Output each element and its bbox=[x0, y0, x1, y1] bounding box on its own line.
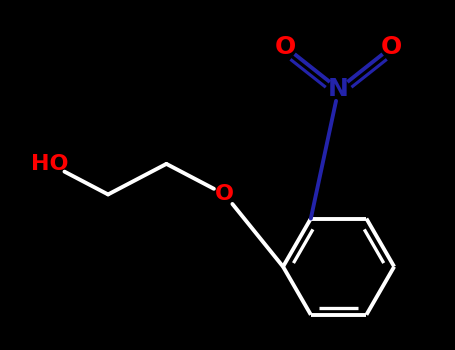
Text: HO: HO bbox=[31, 154, 68, 174]
Text: O: O bbox=[275, 35, 297, 59]
Text: O: O bbox=[215, 184, 234, 204]
Text: O: O bbox=[381, 35, 402, 59]
Text: N: N bbox=[328, 77, 349, 101]
